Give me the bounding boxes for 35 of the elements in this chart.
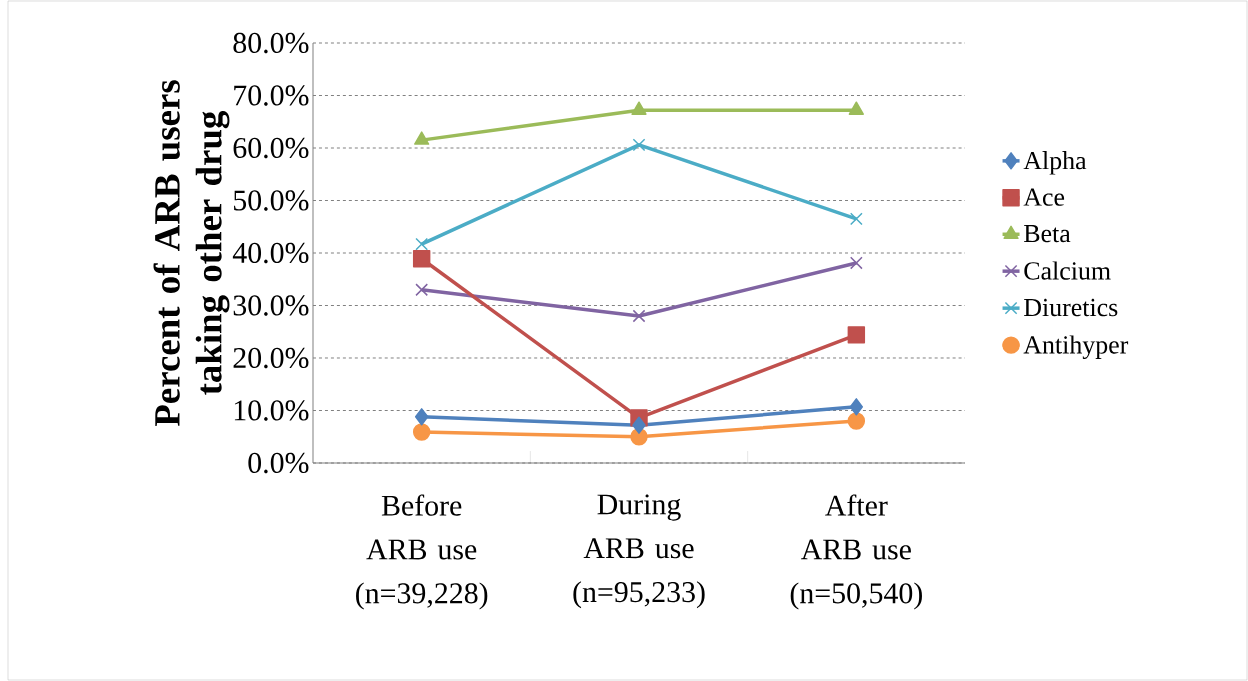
y-tick-label: 30.0% (233, 295, 309, 316)
point (632, 138, 646, 152)
point (415, 283, 429, 297)
y-tick-label: 0.0% (248, 452, 309, 474)
point (847, 326, 866, 344)
legend-label: Antihyper (1023, 335, 1129, 359)
point (849, 256, 863, 270)
y-tick-label: 70.0% (234, 85, 309, 106)
point (847, 412, 866, 430)
point (849, 398, 864, 416)
point (414, 408, 429, 426)
point (849, 212, 863, 226)
point (631, 101, 647, 115)
point (632, 416, 646, 434)
legend-label: Alpha (1023, 151, 1087, 175)
legend-label: Calcium (1024, 261, 1111, 280)
y-tick-label: 20.0% (233, 347, 309, 369)
x-tick-label: After ARB use (n=50,540) (790, 494, 922, 610)
point (415, 237, 429, 251)
x-tick-label: Before ARB use (n=39,228) (356, 494, 488, 610)
point (632, 309, 646, 323)
y-tick-label: 60.0% (233, 137, 309, 159)
legend-label: Ace (1023, 188, 1065, 206)
point (412, 250, 431, 268)
x-tick-label: During ARB use (n=95,233) (573, 494, 705, 609)
point (848, 101, 864, 115)
y-tick-label: 10.0% (234, 400, 309, 421)
point (414, 131, 430, 145)
y-tick-label: 50.0% (234, 190, 309, 211)
y-tick-label: 80.0% (233, 32, 309, 54)
legend-label: Diuretics (1024, 298, 1118, 317)
y-axis-title: Percent of ARB users taking other drug (153, 80, 230, 427)
legend-label: Beta (1024, 225, 1071, 243)
y-tick-label: 40.0% (232, 242, 309, 264)
point (412, 423, 431, 441)
